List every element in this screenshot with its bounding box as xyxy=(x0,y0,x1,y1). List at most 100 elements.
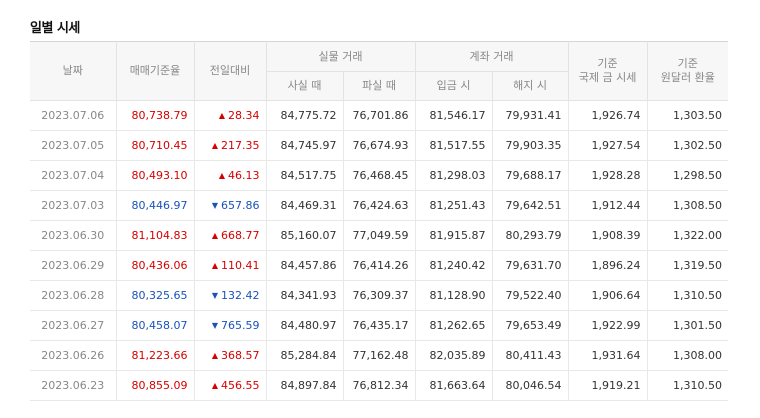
cell-cash-buy: 84,517.75 xyxy=(265,160,343,191)
table-subheader-row: 사실 때 파실 때 입금 시 해지 시 xyxy=(30,71,728,101)
header-cash-sell: 파실 때 xyxy=(342,71,416,101)
header-date: 날짜 xyxy=(30,41,116,101)
cell-intl-gold-price: 1,926.74 xyxy=(567,100,648,131)
cell-change: ▲ 368.57 xyxy=(193,340,266,371)
change-value: 668.77 xyxy=(221,229,260,242)
cell-date: 2023.07.04 xyxy=(30,160,116,191)
cell-deposit: 81,915.87 xyxy=(414,220,493,251)
cell-cash-sell: 76,414.26 xyxy=(342,250,416,281)
cell-intl-gold-price: 1,912.44 xyxy=(567,190,648,221)
cell-deposit: 81,251.43 xyxy=(414,190,493,221)
cell-cash-buy: 84,897.84 xyxy=(265,370,343,401)
cell-cash-buy: 84,480.97 xyxy=(265,310,343,341)
cell-usd-krw-rate: 1,302.50 xyxy=(646,130,729,161)
down-triangle-icon: ▼ xyxy=(211,201,218,210)
up-triangle-icon: ▲ xyxy=(211,381,218,390)
down-triangle-icon: ▼ xyxy=(211,321,218,330)
cell-date: 2023.07.05 xyxy=(30,130,116,161)
cell-withdraw: 79,642.51 xyxy=(491,190,569,221)
header-base-rate: 매매기준율 xyxy=(115,41,194,101)
cell-cash-sell: 76,468.45 xyxy=(342,160,416,191)
cell-cash-buy: 84,775.72 xyxy=(265,100,343,131)
table-row: 2023.07.03 80,446.97 ▼ 657.86 84,469.31 76,42… xyxy=(30,190,729,221)
cell-withdraw: 79,653.49 xyxy=(491,310,569,341)
cell-date: 2023.06.29 xyxy=(30,250,116,281)
cell-cash-sell: 76,435.17 xyxy=(342,310,416,341)
cell-deposit: 81,546.17 xyxy=(414,100,493,131)
cell-withdraw: 79,931.41 xyxy=(491,100,569,131)
change-value: 456.55 xyxy=(221,379,260,392)
cell-deposit: 81,262.65 xyxy=(414,310,493,341)
table-row: 2023.06.29 80,436.06 ▲ 110.41 84,457.86 76,41… xyxy=(30,250,729,281)
change-value: 132.42 xyxy=(221,289,260,302)
cell-change: ▼ 132.42 xyxy=(193,280,266,311)
cell-intl-gold-price: 1,906.64 xyxy=(567,280,648,311)
cell-intl-gold-price: 1,922.99 xyxy=(567,310,648,341)
table-row: 2023.06.26 81,223.66 ▲ 368.57 85,284.84 77,16… xyxy=(30,340,729,371)
cell-usd-krw-rate: 1,310.50 xyxy=(646,370,729,401)
cell-intl-gold-price: 1,896.24 xyxy=(567,250,648,281)
cell-withdraw: 79,903.35 xyxy=(491,130,569,161)
cell-cash-buy: 84,745.97 xyxy=(265,130,343,161)
up-triangle-icon: ▲ xyxy=(211,261,218,270)
table-header-row: 날짜 매매기준율 전일대비 실물 거래 계좌 거래 기준 국제 금 시세 기준 … xyxy=(30,41,729,101)
cell-change: ▲ 28.34 xyxy=(193,100,266,131)
cell-base-rate: 80,436.06 xyxy=(115,250,194,281)
cell-usd-krw-rate: 1,319.50 xyxy=(646,250,729,281)
cell-cash-buy: 85,160.07 xyxy=(265,220,343,251)
table-row: 2023.06.23 80,855.09 ▲ 456.55 84,897.84 76,81… xyxy=(30,370,729,401)
cell-date: 2023.06.23 xyxy=(30,370,116,401)
change-value: 368.57 xyxy=(221,349,260,362)
header-intl-gold-price: 기준 국제 금 시세 xyxy=(567,41,648,101)
down-triangle-icon: ▼ xyxy=(211,291,218,300)
up-triangle-icon: ▲ xyxy=(211,351,218,360)
cell-base-rate: 81,223.66 xyxy=(115,340,194,371)
change-value: 46.13 xyxy=(228,169,260,182)
table-row: 2023.07.06 80,738.79 ▲ 28.34 84,775.72 76,701… xyxy=(30,100,729,131)
up-triangle-icon: ▲ xyxy=(218,171,225,180)
cell-withdraw: 80,046.54 xyxy=(491,370,569,401)
cell-withdraw: 79,688.17 xyxy=(491,160,569,191)
cell-usd-krw-rate: 1,322.00 xyxy=(646,220,729,251)
header-change: 전일대비 xyxy=(193,41,266,101)
up-triangle-icon: ▲ xyxy=(211,231,218,240)
header-usd-krw-rate: 기준 원달러 환율 xyxy=(646,41,729,101)
cell-base-rate: 80,710.45 xyxy=(115,130,194,161)
change-value: 110.41 xyxy=(221,259,260,272)
cell-usd-krw-rate: 1,310.50 xyxy=(646,280,729,311)
cell-change: ▼ 765.59 xyxy=(193,310,266,341)
cell-deposit: 81,517.55 xyxy=(414,130,493,161)
cell-usd-krw-rate: 1,308.50 xyxy=(646,190,729,221)
cell-base-rate: 81,104.83 xyxy=(115,220,194,251)
cell-usd-krw-rate: 1,301.50 xyxy=(646,310,729,341)
cell-intl-gold-price: 1,928.28 xyxy=(567,160,648,191)
cell-intl-gold-price: 1,908.39 xyxy=(567,220,648,251)
cell-cash-sell: 76,424.63 xyxy=(342,190,416,221)
cell-withdraw: 80,411.43 xyxy=(491,340,569,371)
cell-base-rate: 80,493.10 xyxy=(115,160,194,191)
up-triangle-icon: ▲ xyxy=(211,141,218,150)
header-deposit: 입금 시 xyxy=(414,71,493,101)
daily-price-table: 날짜 매매기준율 전일대비 실물 거래 계좌 거래 기준 국제 금 시세 기준 … xyxy=(30,41,729,401)
cell-cash-sell: 76,701.86 xyxy=(342,100,416,131)
cell-withdraw: 80,293.79 xyxy=(491,220,569,251)
cell-base-rate: 80,855.09 xyxy=(115,370,194,401)
cell-base-rate: 80,325.65 xyxy=(115,280,194,311)
cell-cash-sell: 77,049.59 xyxy=(342,220,416,251)
cell-intl-gold-price: 1,919.21 xyxy=(567,370,648,401)
cell-deposit: 81,128.90 xyxy=(414,280,493,311)
cell-cash-sell: 77,162.48 xyxy=(342,340,416,371)
cell-usd-krw-rate: 1,303.50 xyxy=(646,100,729,131)
cell-date: 2023.06.26 xyxy=(30,340,116,371)
cell-base-rate: 80,458.07 xyxy=(115,310,194,341)
table-row: 2023.07.05 80,710.45 ▲ 217.35 84,745.97 76,67… xyxy=(30,130,729,161)
cell-deposit: 81,240.42 xyxy=(414,250,493,281)
header-withdraw: 해지 시 xyxy=(491,71,569,101)
cell-date: 2023.07.06 xyxy=(30,100,116,131)
cell-cash-buy: 84,457.86 xyxy=(265,250,343,281)
cell-cash-buy: 84,469.31 xyxy=(265,190,343,221)
cell-deposit: 81,663.64 xyxy=(414,370,493,401)
change-value: 28.34 xyxy=(228,109,260,122)
table-row: 2023.06.28 80,325.65 ▼ 132.42 84,341.93 76,30… xyxy=(30,280,729,311)
